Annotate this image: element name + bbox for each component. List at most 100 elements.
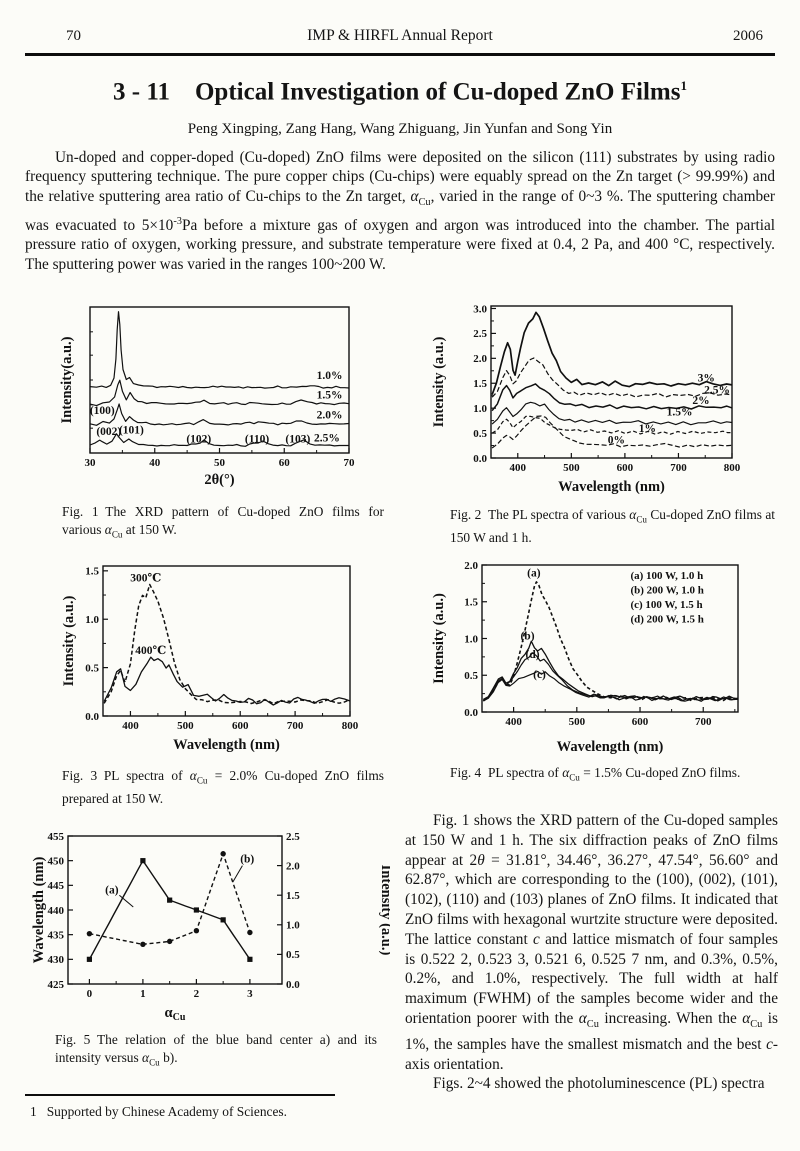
svg-text:400: 400 [122,720,139,732]
authors-line: Peng Xingping, Zang Hang, Wang Zhiguang,… [187,121,613,137]
svg-text:0.0: 0.0 [286,979,300,991]
svg-text:Intensity (a.u.): Intensity (a.u.) [61,596,77,687]
footnote-rule [25,1094,335,1096]
svg-text:Wavelength (nm): Wavelength (nm) [558,479,665,495]
fig4-caption: Fig. 4 PL spectra of αCu = 1.5% Cu-doped… [450,765,741,783]
svg-text:1.5: 1.5 [464,597,478,609]
svg-text:2.5: 2.5 [473,328,487,340]
svg-text:(b): (b) [240,853,254,865]
svg-text:500: 500 [563,462,580,474]
article-title: 3 - 11 Optical Investigation of Cu-doped… [113,78,687,106]
svg-text:1.5: 1.5 [286,890,300,902]
svg-text:600: 600 [232,720,249,732]
svg-text:1.5%: 1.5% [317,390,343,402]
svg-text:1.0: 1.0 [473,403,487,415]
fig5-relation-chart: 0 1 2 3 425 430 435 440 445 450 455 0.0 0.5 1.0 1.5 2.0… [30,822,394,1027]
svg-text:700: 700 [670,462,687,474]
svg-text:2.0%: 2.0% [317,409,343,421]
svg-text:Wavelength (nm): Wavelength (nm) [557,739,664,755]
svg-text:1.0: 1.0 [85,614,99,626]
svg-text:800: 800 [724,462,741,474]
svg-text:1: 1 [140,988,146,1000]
svg-text:αCu: αCu [165,1005,186,1022]
svg-text:(100): (100) [90,405,115,417]
svg-text:(103): (103) [285,433,310,445]
svg-text:2.5%: 2.5% [314,433,340,445]
svg-text:2.5: 2.5 [286,831,300,843]
svg-text:0.5: 0.5 [473,428,487,440]
svg-text:(110): (110) [245,433,269,445]
svg-text:(a): (a) [527,567,541,579]
svg-text:Intensity (a.u.): Intensity (a.u.) [431,593,447,684]
fig4-pl-chart: 400 500 600 700 0.0 0.5 1.0 1.5 2.0 Wavelength (n… [430,556,775,761]
svg-text:1.5: 1.5 [473,378,487,390]
svg-text:(101): (101) [119,425,144,437]
svg-text:400: 400 [510,462,527,474]
svg-text:1.0: 1.0 [464,633,478,645]
svg-text:700: 700 [695,716,712,728]
header-rule [25,53,775,56]
svg-text:600: 600 [632,716,649,728]
svg-text:400℃: 400℃ [135,645,166,657]
fig1-xrd-chart: 30 40 50 60 70 2θ(°) Intensity(a.u.) 1.0% 1.5% 2.… [58,297,388,494]
svg-text:(d) 200 W, 1.5 h: (d) 200 W, 1.5 h [630,614,703,626]
svg-text:400: 400 [505,716,522,728]
svg-text:500: 500 [177,720,194,732]
svg-text:0.0: 0.0 [464,707,478,719]
svg-text:0.0: 0.0 [473,453,487,465]
fig5-caption: Fig. 5 The relation of the blue band cen… [55,1032,377,1068]
svg-text:(a) 100 W, 1.0 h: (a) 100 W, 1.0 h [630,570,703,582]
svg-text:2.0: 2.0 [473,353,487,365]
svg-text:2: 2 [194,988,200,1000]
svg-text:2.5%: 2.5% [704,385,730,397]
svg-text:50: 50 [214,457,226,469]
svg-text:(b): (b) [520,631,534,643]
svg-text:Intensity (a.u.): Intensity (a.u.) [431,337,447,428]
svg-text:(b) 200 W, 1.0 h: (b) 200 W, 1.0 h [630,585,703,597]
svg-text:2θ(°): 2θ(°) [204,472,234,488]
body-text-column: Fig. 1 shows the XRD pattern of the Cu-d… [405,811,778,1094]
svg-text:800: 800 [342,720,359,732]
svg-text:445: 445 [48,880,65,892]
svg-text:(002): (002) [96,426,121,438]
svg-text:435: 435 [48,929,65,941]
svg-text:0.5: 0.5 [85,662,99,674]
svg-text:500: 500 [569,716,586,728]
journal-title: IMP & HIRFL Annual Report [307,27,493,44]
svg-text:300℃: 300℃ [130,573,161,585]
fig2-pl-chart: 400 500 600 700 800 0.0 0.5 1.0 1.5 2.0 2.5 3.0 Wave… [430,296,775,501]
abstract-paragraph: Un-doped and copper-doped (Cu-doped) ZnO… [25,149,775,273]
body-paragraph-2: Figs. 2~4 showed the photoluminescence (… [433,1075,765,1093]
svg-text:Wavelength (nm): Wavelength (nm) [31,856,47,963]
svg-text:3.0: 3.0 [473,303,487,315]
svg-text:2.0: 2.0 [286,860,300,872]
svg-text:425: 425 [48,979,65,991]
svg-text:1.0: 1.0 [286,920,300,932]
svg-text:1%: 1% [639,423,656,435]
svg-text:(d): (d) [526,649,540,661]
svg-text:(a): (a) [105,884,119,896]
svg-text:(c) 100 W, 1.5 h: (c) 100 W, 1.5 h [630,599,702,611]
svg-text:Intensity(a.u.): Intensity(a.u.) [59,336,75,423]
svg-text:(c): (c) [533,669,546,681]
svg-text:430: 430 [48,954,65,966]
footnote: 1 Supported by Chinese Academy of Scienc… [30,1104,287,1119]
svg-text:60: 60 [279,457,291,469]
svg-text:Intensity (a.u.): Intensity (a.u.) [378,865,390,956]
svg-text:1.0%: 1.0% [317,370,343,382]
fig3-pl-chart: 400 500 600 700 800 0.0 0.5 1.0 1.5 Wavelength (n… [60,556,390,759]
svg-text:1.5: 1.5 [85,566,99,578]
svg-text:600: 600 [617,462,634,474]
svg-text:450: 450 [48,855,65,867]
svg-text:455: 455 [48,831,65,843]
svg-text:(102): (102) [186,433,211,445]
svg-text:0.0: 0.0 [85,711,99,723]
svg-text:700: 700 [287,720,304,732]
fig1-caption: Fig. 1 The XRD pattern of Cu-doped ZnO f… [62,504,384,540]
svg-text:3: 3 [247,988,253,1000]
page-year: 2006 [733,28,763,44]
fig2-caption: Fig. 2 The PL spectra of various αCu Cu-… [450,507,775,546]
svg-text:30: 30 [85,457,97,469]
svg-text:Wavelength (nm): Wavelength (nm) [173,737,280,753]
